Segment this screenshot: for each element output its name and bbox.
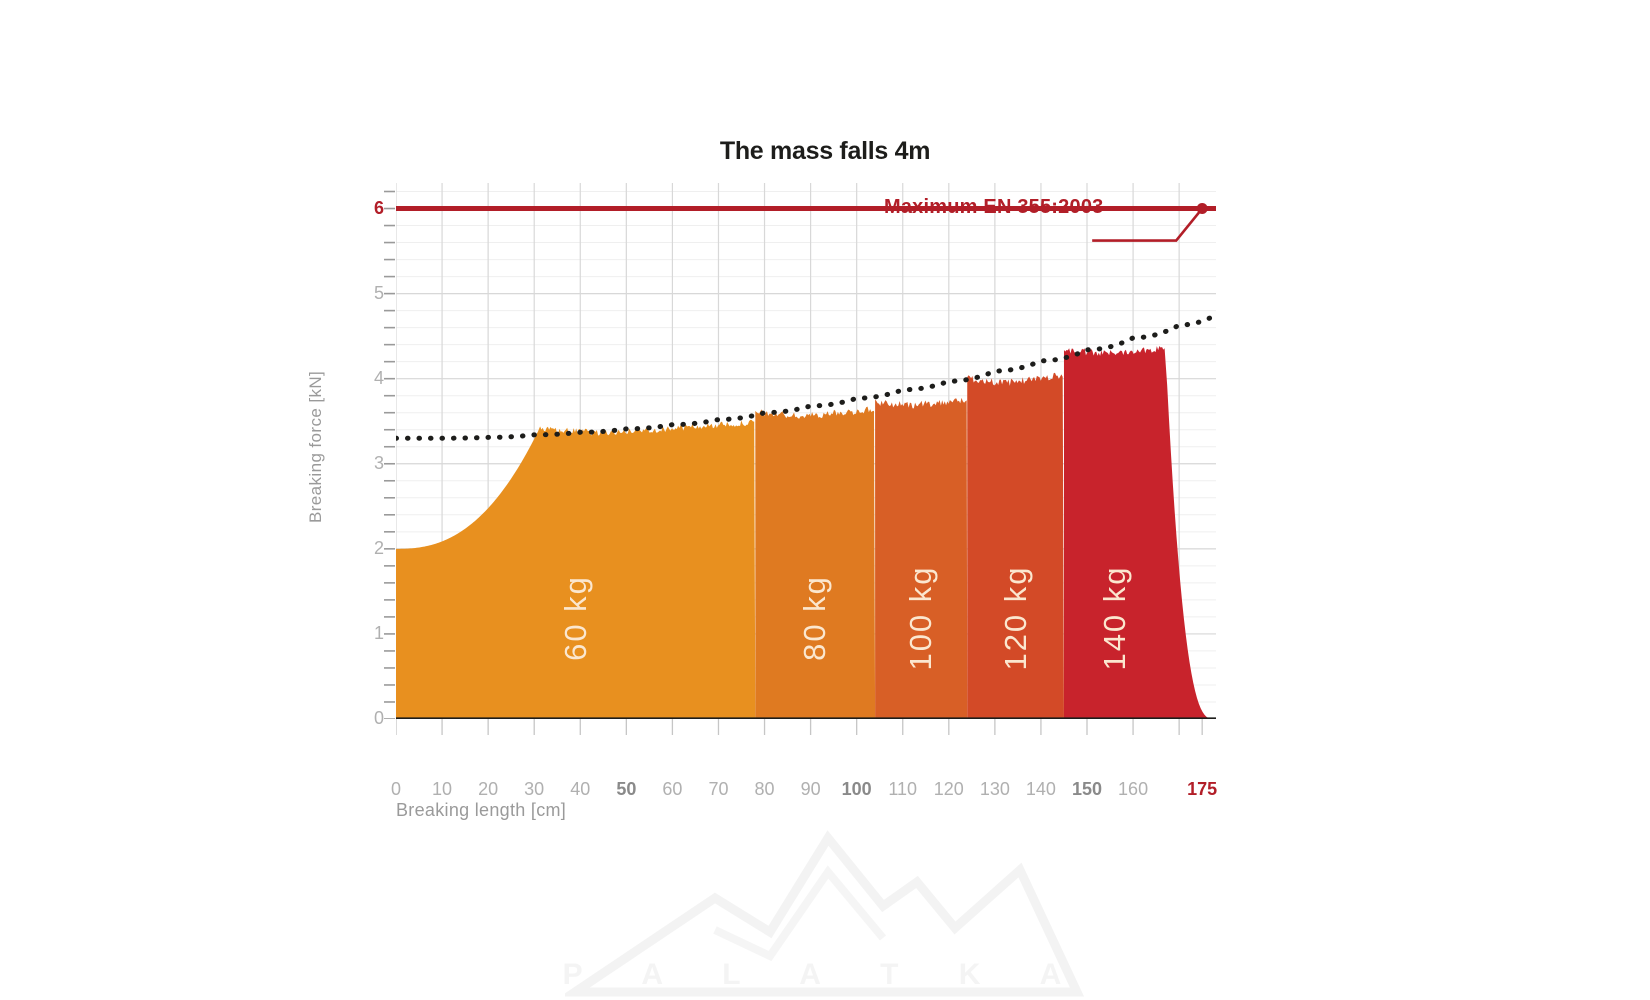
y-tick-0: 0 bbox=[373, 708, 384, 728]
series-label-60-kg: 60 kg bbox=[557, 575, 593, 661]
limit-line-annotation: Maximum EN 355:2003 bbox=[884, 196, 1104, 218]
x-axis-title: Breaking length [cm] bbox=[396, 800, 567, 820]
series-label-140-kg: 140 kg bbox=[1096, 565, 1132, 671]
x-tick-160: 160 bbox=[1118, 779, 1149, 799]
x-tick-50: 50 bbox=[616, 779, 637, 799]
x-tick-120: 120 bbox=[933, 779, 964, 799]
x-tick-30: 30 bbox=[524, 779, 545, 799]
x-tick-20: 20 bbox=[478, 779, 499, 799]
trend-line bbox=[396, 312, 1216, 441]
x-tick-10: 10 bbox=[432, 779, 453, 799]
series-area-140-kg bbox=[1063, 345, 1214, 719]
y-tick-2: 2 bbox=[373, 537, 384, 558]
x-tick-70: 70 bbox=[708, 779, 729, 799]
series-label-120-kg: 120 kg bbox=[997, 565, 1033, 671]
series-area-100-kg bbox=[875, 397, 968, 719]
series-areas bbox=[396, 345, 1214, 719]
y-tick-1: 1 bbox=[373, 622, 384, 643]
x-tick-130: 130 bbox=[979, 779, 1010, 799]
x-tick-150: 150 bbox=[1071, 779, 1103, 799]
x-tick-110: 110 bbox=[888, 779, 918, 799]
x-tick-80: 80 bbox=[754, 779, 775, 799]
x-tick-90: 90 bbox=[800, 779, 821, 799]
series-area-60-kg bbox=[396, 419, 756, 719]
y-tick-3: 3 bbox=[373, 452, 384, 473]
watermark: P A L A T K A bbox=[0, 800, 1650, 1000]
series-area-80-kg bbox=[755, 406, 876, 719]
annotation-leader bbox=[1092, 207, 1204, 242]
x-tick-60: 60 bbox=[662, 779, 683, 799]
chart-title: The mass falls 4m bbox=[719, 137, 931, 165]
mountain-logo-icon bbox=[565, 830, 1085, 997]
y-axis-title: Breaking force [kN] bbox=[306, 370, 325, 523]
y-tick-5: 5 bbox=[373, 282, 384, 303]
chart-plot-svg bbox=[396, 183, 1216, 719]
series-label-100-kg: 100 kg bbox=[903, 565, 939, 671]
watermark-text: P A L A T K A bbox=[562, 958, 1088, 991]
plot-area bbox=[396, 183, 1216, 719]
series-label-80-kg: 80 kg bbox=[797, 575, 833, 661]
x-tick-0: 0 bbox=[390, 779, 401, 799]
y-axis-ticks: 0 1 2 3 4 5 6 bbox=[336, 183, 384, 728]
series-area-120-kg bbox=[967, 372, 1064, 719]
x-tick-100: 100 bbox=[841, 779, 872, 799]
x-axis-ticks: 0 10 20 30 40 50 60 70 80 90 100 110 120 130 140 150 160… bbox=[391, 757, 1217, 799]
x-tick-40: 40 bbox=[570, 779, 591, 799]
y-tick-4: 4 bbox=[373, 367, 384, 388]
x-tick-175: 175 bbox=[1187, 779, 1218, 799]
y-tick-6: 6 bbox=[373, 197, 384, 218]
x-tick-140: 140 bbox=[1025, 779, 1056, 799]
